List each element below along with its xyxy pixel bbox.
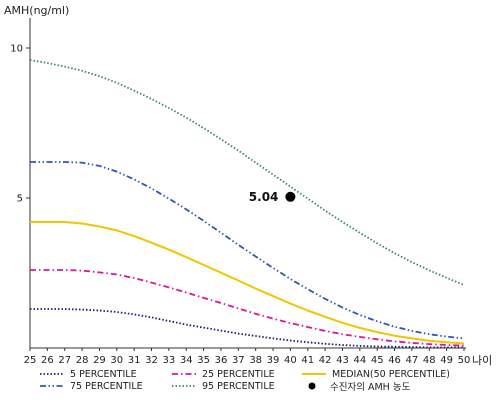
x-tick-label: 31	[128, 355, 141, 366]
x-tick-label: 33	[163, 355, 176, 366]
y-axis-label: AMH(ng/ml)	[4, 4, 69, 17]
x-tick-label: 26	[41, 355, 54, 366]
plot-area: AMH(ng/ml) 나이	[4, 4, 492, 367]
x-tick-label: 47	[406, 355, 419, 366]
legend-label: MEDIAN(50 PERCENTILE)	[332, 369, 450, 380]
x-tick-label: 28	[76, 355, 89, 366]
x-tick-label: 34	[180, 355, 193, 366]
x-tick-label: 48	[423, 355, 436, 366]
x-tick-label: 37	[232, 355, 245, 366]
series-lines	[29, 59, 465, 349]
patient-point	[285, 191, 296, 202]
y-tick-label: 5	[17, 194, 23, 205]
series-line-2	[30, 221, 465, 345]
x-tick-label: 39	[267, 355, 280, 366]
x-tick-label: 41	[301, 355, 314, 366]
x-ticks: 25 26 27 28 29 30 31 32 33 34 35 36 37 38 39 40 41 42 43 44…	[24, 348, 471, 366]
x-tick-label: 35	[197, 355, 210, 366]
x-tick-label: 42	[319, 355, 332, 366]
x-tick-label: 40	[284, 355, 297, 366]
y-ticks: 5 10	[10, 44, 30, 205]
x-tick-label: 30	[110, 355, 123, 366]
legend-patient-swatch	[308, 382, 316, 390]
series-line-1	[30, 269, 465, 347]
x-tick-label: 46	[388, 355, 401, 366]
x-tick-label: 36	[215, 355, 228, 366]
series-line-0	[30, 308, 464, 349]
patient-value-label: 5.04	[249, 190, 279, 204]
x-tick-label: 45	[371, 355, 384, 366]
legend: 5 PERCENTILE 25 PERCENTILE MEDIAN(50 PERCE…	[40, 369, 450, 393]
x-tick-label: 50	[458, 355, 471, 366]
y-tick-label: 10	[10, 44, 23, 55]
x-tick-label: 29	[93, 355, 106, 366]
series-line-3	[30, 161, 465, 340]
x-axis-label: 나이	[472, 354, 492, 367]
x-tick-label: 49	[440, 355, 453, 366]
legend-patient-label: 수진자의 AMH 농도	[330, 382, 411, 393]
x-tick-label: 25	[24, 355, 37, 366]
legend-label: 25 PERCENTILE	[202, 369, 275, 380]
patient-marker: 5.04	[249, 190, 296, 204]
x-tick-label: 32	[145, 355, 158, 366]
legend-label: 75 PERCENTILE	[70, 381, 143, 392]
x-tick-label: 27	[58, 355, 71, 366]
legend-label: 95 PERCENTILE	[202, 381, 275, 392]
x-tick-label: 38	[249, 355, 262, 366]
x-tick-label: 43	[336, 355, 349, 366]
x-tick-label: 44	[353, 355, 366, 366]
series-line-4	[29, 59, 465, 286]
legend-label: 5 PERCENTILE	[70, 369, 137, 380]
